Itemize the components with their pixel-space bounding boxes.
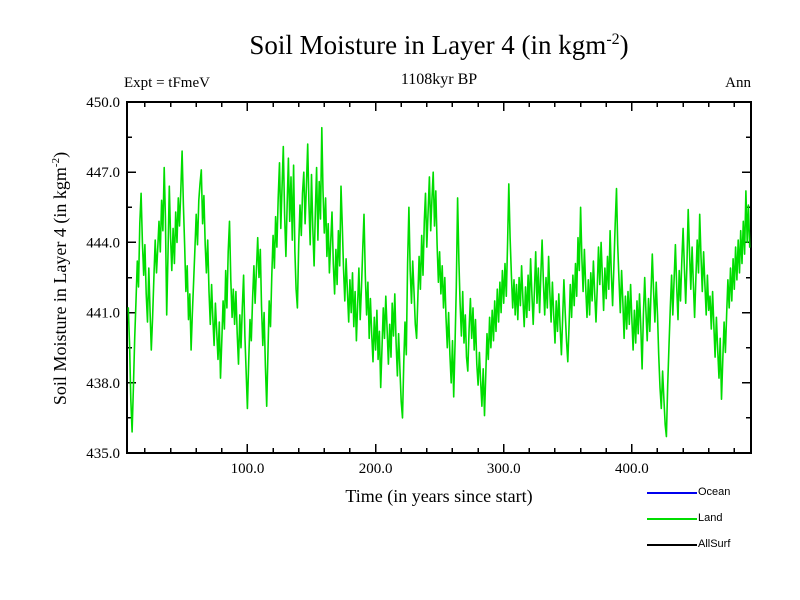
chart-title: Soil Moisture in Layer 4 (in kgm-2) <box>127 30 751 61</box>
legend-label-allsurf: AllSurf <box>698 538 731 550</box>
y-tick-label: 447.0 <box>86 165 120 181</box>
chart-title-text: Soil Moisture in Layer 4 (in kgm <box>249 30 607 60</box>
period-label: Ann <box>725 75 751 91</box>
y-tick-label: 438.0 <box>86 376 120 392</box>
y-tick-label: 444.0 <box>86 235 120 251</box>
legend-item-land: Land <box>647 511 730 526</box>
legend-item-allsurf: AllSurf <box>647 537 730 552</box>
chart-title-close: ) <box>619 30 629 60</box>
legend-line-land-icon <box>647 517 697 520</box>
x-tick-label: 300.0 <box>487 461 521 477</box>
y-tick-label: 441.0 <box>86 306 120 322</box>
x-tick-label: 100.0 <box>231 461 265 477</box>
legend-item-ocean: Ocean <box>647 485 730 500</box>
y-tick-label: 435.0 <box>86 446 120 462</box>
y-tick-label: 450.0 <box>86 95 120 111</box>
series-line-land <box>127 126 751 438</box>
legend-line-allsurf-icon <box>647 543 697 546</box>
x-tick-label: 200.0 <box>359 461 393 477</box>
legend-line-ocean-icon <box>647 491 697 494</box>
chart-title-superscript: -2 <box>606 31 620 48</box>
legend-label-land: Land <box>698 512 723 524</box>
chart-subtitle: 1108kyr BP <box>400 71 478 88</box>
x-axis-title: Time (in years since start) <box>345 486 533 506</box>
legend: Ocean Land AllSurf <box>647 485 730 563</box>
x-tick-label: 400.0 <box>615 461 649 477</box>
legend-label-ocean: Ocean <box>698 486 731 498</box>
experiment-label: Expt = tFmeV <box>124 75 210 91</box>
